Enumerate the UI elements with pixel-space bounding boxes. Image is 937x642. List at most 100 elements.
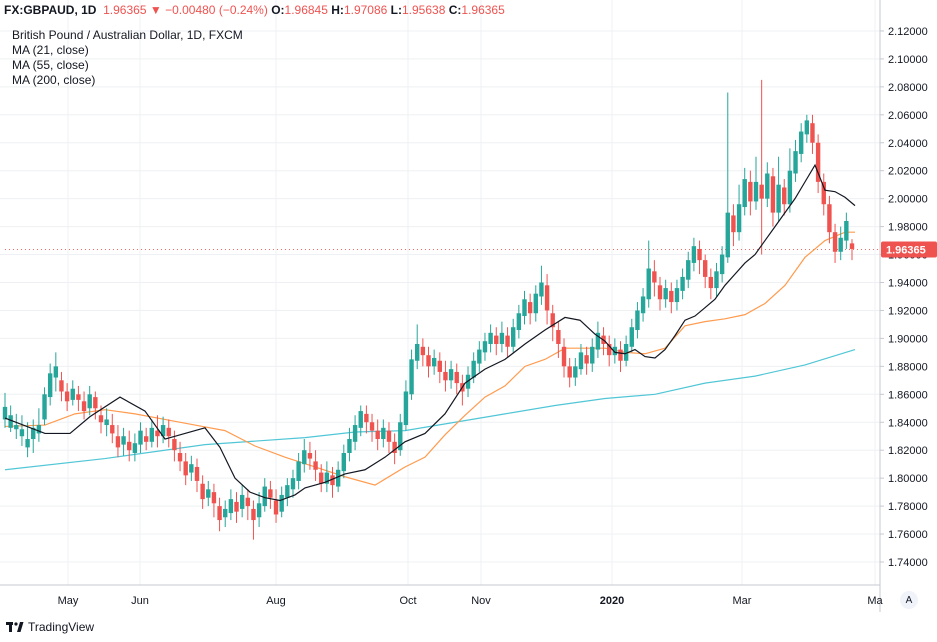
ohlc-header: FX:GBPAUD, 1D 1.96365 ▼ −0.00480 (−0.24%… [4,3,505,17]
candle-body [121,436,126,445]
candle-body [448,369,454,381]
study-legend: British Pound / Australian Dollar, 1D, F… [12,28,243,88]
candle-body [827,204,832,233]
candle-body [239,494,245,509]
symbol-label[interactable]: FX:GBPAUD, 1D [4,3,97,17]
series-title[interactable]: British Pound / Australian Dollar, 1D, F… [12,28,243,42]
candle-body [223,508,228,518]
tradingview-branding[interactable]: TradingView [6,620,94,634]
candle-body [652,271,657,283]
candle-body [369,422,375,431]
legend-ma200[interactable]: MA (200, close) [12,73,96,87]
price-scale[interactable]: 2.12000 2.10000 2.08000 2.06000 2.04000 2.020… [880,26,928,569]
low-value: 1.95638 [402,3,446,17]
candle-body [623,343,629,361]
candle-body [352,425,358,442]
candle-body [646,268,651,300]
candle-body [409,359,414,395]
close-label: C: [448,3,462,17]
candle-body [132,443,138,453]
candle-body [386,430,392,442]
candle-body [2,406,8,420]
candle-body [87,394,92,409]
candle-body [8,415,13,428]
candle-body [691,246,697,263]
candle-body [398,422,403,451]
candle-body [736,204,742,233]
time-tick-label: Oct [399,595,416,607]
ma55-layer [4,231,855,486]
candle-body [104,419,109,426]
candle-body [143,436,149,442]
candle-body [838,237,843,252]
auto-scale-button[interactable]: A [900,591,918,609]
candle-body [516,313,522,331]
legend-ma55[interactable]: MA (55, close) [12,58,89,72]
candle-body [177,452,183,462]
time-scale[interactable]: May Jun Aug Oct Nov 2020 Mar Ma [58,595,884,607]
price-tick-label: 1.92000 [888,305,928,317]
candle-body [59,380,64,392]
ma200-layer [4,349,856,471]
price-tick-label: 1.84000 [888,417,928,429]
time-tick-label: May [58,595,79,607]
price-tick-label: 1.88000 [888,361,928,373]
candle-body [358,411,363,428]
candle-body [36,425,42,434]
high-label: H: [331,3,344,17]
candle-body [47,373,53,398]
candle-body [335,469,341,487]
candle-body [550,313,555,328]
candle-body [364,413,369,423]
candle-body [381,427,386,440]
candle-body [527,302,533,314]
candle-body [138,430,143,445]
price-tick-label: 2.00000 [888,194,928,206]
price-tick-label: 1.90000 [888,333,928,345]
candle-body [155,430,160,437]
candle-body [511,327,516,347]
candle-body [731,215,736,233]
candle-body [70,388,75,400]
candle-body [748,181,753,202]
candle-body [341,452,346,472]
candle-body [832,232,838,252]
candle-body [296,461,301,481]
candle-body [319,472,324,484]
open-label: O: [271,3,285,17]
candle-body [183,461,188,476]
candle-body [375,430,380,440]
candle-body [556,330,561,344]
last-price-tag-bg [881,241,937,258]
time-tick-label: Nov [471,595,491,607]
time-tick-label: 2020 [600,595,624,607]
price-tick-label: 2.02000 [888,166,928,178]
candle-body [268,489,273,498]
candle-body [324,472,330,484]
candle-body [330,475,335,486]
candle-body [256,503,262,518]
candle-body [765,173,770,199]
candle-body [160,425,166,437]
legend-ma21[interactable]: MA (21, close) [12,43,89,57]
price-tick-label: 2.10000 [888,54,928,66]
candle-body [618,349,623,361]
candle-body [544,285,550,311]
change-value: −0.00480 (−0.24%) [165,3,268,17]
candle-body [149,427,155,442]
time-tick-label: Aug [266,595,286,607]
candle-body [782,187,787,205]
ma21-line [4,163,856,502]
candle-body [815,142,821,182]
axes [0,0,881,612]
candle-body [561,346,567,367]
price-tick-label: 2.08000 [888,82,928,94]
tradingview-logo-icon [6,622,24,632]
candle-body [347,439,352,453]
candle-body [844,221,849,241]
time-tick-label: Mar [733,595,752,607]
candle-body [420,346,426,356]
candle-body [194,466,200,481]
